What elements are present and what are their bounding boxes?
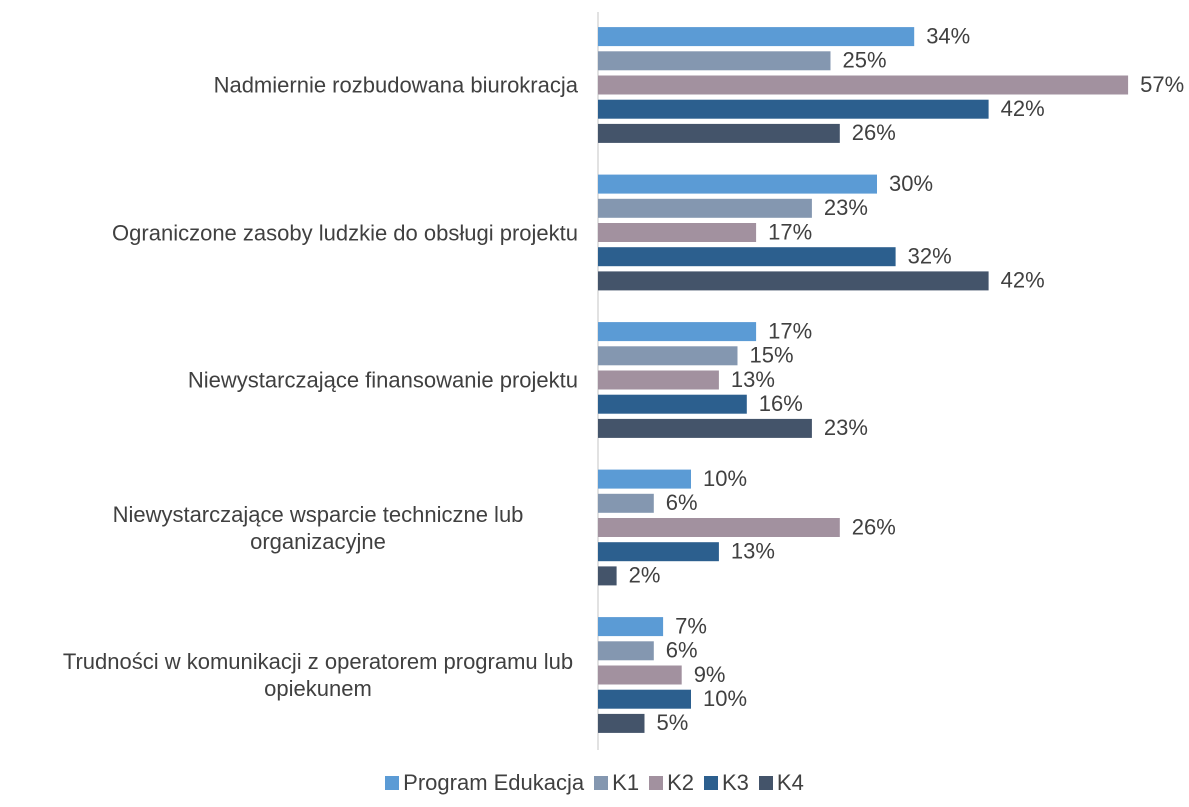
data-label: 34%: [926, 23, 970, 48]
bar: [598, 75, 1129, 95]
bar: [598, 27, 915, 47]
legend-item: K4: [758, 770, 804, 796]
data-label: 5%: [657, 710, 689, 735]
legend-label: Program Edukacja: [403, 770, 585, 795]
data-label: 16%: [759, 391, 803, 416]
bar: [598, 617, 664, 637]
data-label: 13%: [731, 539, 775, 564]
bar: [598, 641, 654, 661]
bar: [598, 665, 682, 685]
bar: [598, 493, 654, 513]
data-label: 6%: [666, 490, 698, 515]
bar: [598, 51, 831, 71]
legend-swatch: [649, 776, 664, 790]
data-label: 26%: [852, 514, 896, 539]
data-label: 42%: [1001, 96, 1045, 121]
legend-item: K3: [703, 770, 749, 796]
bar: [598, 271, 989, 291]
legend-item: Program Edukacja: [385, 770, 584, 796]
category-label: Trudności w komunikacji z operatorem pro…: [62, 649, 574, 701]
bar: [598, 123, 840, 143]
category-label: Niewystarczające finansowanie projektu: [187, 367, 578, 393]
legend-swatch: [703, 776, 718, 790]
bar: [598, 99, 989, 119]
legend-label: K4: [776, 770, 804, 795]
bar: [598, 418, 812, 438]
legend-swatch: [385, 776, 400, 790]
legend-label: K1: [612, 770, 640, 795]
bar: [598, 322, 757, 342]
bar: [598, 713, 645, 733]
data-label: 9%: [694, 662, 726, 687]
data-label: 7%: [675, 613, 707, 638]
data-label: 6%: [666, 638, 698, 663]
legend-swatch: [758, 776, 773, 790]
bar: [598, 247, 896, 267]
bar: [598, 394, 747, 414]
bar: [598, 198, 812, 218]
data-label: 17%: [768, 219, 812, 244]
bar: [598, 469, 691, 489]
legend: Program Edukacja K1 K2 K3 K4: [0, 770, 1189, 796]
bar: [598, 566, 617, 586]
legend-item: K1: [594, 770, 639, 796]
category-label: Niewystarczające wsparcie techniczne lub…: [112, 501, 524, 554]
data-label: 30%: [889, 171, 933, 196]
data-label: 42%: [1001, 268, 1045, 293]
bar: [598, 518, 840, 537]
data-label: 25%: [843, 48, 887, 73]
bar: [598, 346, 738, 366]
bar: [598, 689, 691, 709]
bar: [598, 174, 877, 194]
category-label: Nadmiernie rozbudowana biurokracja: [213, 72, 578, 98]
data-label: 10%: [703, 686, 747, 711]
data-label: 32%: [908, 244, 952, 269]
data-label: 10%: [703, 466, 747, 491]
legend-label: K2: [667, 770, 694, 795]
data-label: 17%: [768, 318, 812, 343]
data-label: 23%: [824, 415, 868, 440]
data-label: 23%: [824, 195, 868, 220]
legend-label: K3: [721, 770, 749, 795]
legend-swatch: [594, 776, 609, 790]
data-label: 15%: [750, 343, 794, 368]
legend-item: K2: [649, 770, 694, 796]
data-label: 2%: [629, 563, 661, 588]
bar: [598, 223, 757, 242]
bar: [598, 370, 719, 390]
data-label: 57%: [1140, 72, 1184, 97]
data-label: 13%: [731, 367, 775, 392]
category-label: Ograniczone zasoby ludzkie do obsługi pr…: [112, 220, 578, 245]
data-label: 26%: [852, 120, 896, 145]
bar: [598, 542, 719, 562]
